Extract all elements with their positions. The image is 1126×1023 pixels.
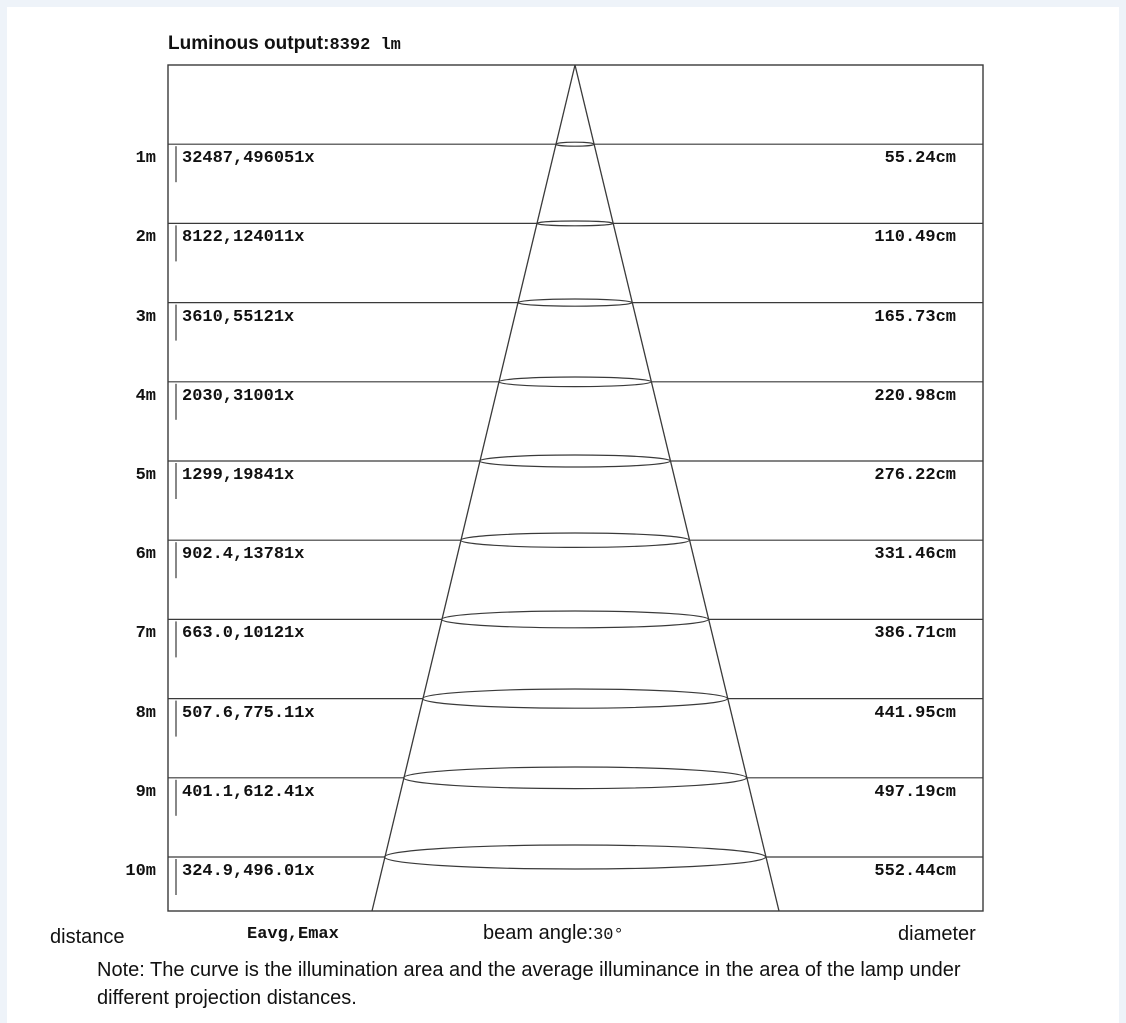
distance-label: 10m <box>125 862 156 881</box>
diameter-value: 552.44cm <box>874 862 956 881</box>
distance-axis-label: distance <box>50 926 125 948</box>
beam-ellipse <box>460 532 690 549</box>
beam-ellipse <box>479 454 671 468</box>
distance-label: 7m <box>135 624 156 644</box>
illuminance-value: 401.1,612.41x <box>182 782 315 802</box>
illuminance-value: 507.6,775.11x <box>182 703 315 723</box>
distance-label: 1m <box>135 149 156 169</box>
luminous-output-title: Luminous output:8392 lm <box>168 33 401 55</box>
diameter-value: 386.71cm <box>874 624 956 644</box>
illuminance-value: 663.0,10121x <box>182 624 305 644</box>
beam-ellipse <box>536 220 614 227</box>
diameter-value: 276.22cm <box>874 466 956 485</box>
illuminance-value: 8122,124011x <box>182 228 305 248</box>
diameter-value: 497.19cm <box>874 782 956 802</box>
luminous-output-label: Luminous output: <box>168 33 330 54</box>
diameter-axis-label: diameter <box>898 923 976 945</box>
illuminance-value: 324.9,496.01x <box>182 862 315 881</box>
illuminance-value: 902.4,13781x <box>182 545 305 565</box>
beam-cone-left-edge <box>371 64 576 912</box>
beam-ellipse <box>555 141 595 147</box>
beam-angle-label: beam angle:30° <box>483 922 624 945</box>
illuminance-value: 1299,19841x <box>182 466 295 485</box>
luminous-output-value: 8392 lm <box>329 36 401 55</box>
diameter-value: 441.95cm <box>874 703 956 723</box>
beam-ellipse <box>498 376 652 388</box>
beam-ellipse <box>402 766 748 790</box>
beam-ellipse <box>383 844 767 870</box>
distance-label: 9m <box>135 782 156 802</box>
diameter-value: 220.98cm <box>874 386 956 406</box>
illuminance-value: 3610,55121x <box>182 307 295 327</box>
distance-label: 3m <box>135 307 156 327</box>
illuminance-value: 2030,31001x <box>182 386 295 406</box>
diameter-value: 331.46cm <box>874 545 956 565</box>
diameter-value: 110.49cm <box>874 228 956 248</box>
distance-label: 4m <box>135 386 156 406</box>
distance-label: 6m <box>135 545 156 565</box>
distance-label: 5m <box>135 466 156 485</box>
diagram-sheet <box>7 7 1119 1023</box>
beam-ellipse <box>421 688 729 709</box>
diameter-value: 165.73cm <box>874 307 956 327</box>
beam-angle-text: beam angle: <box>483 922 594 944</box>
distance-label: 2m <box>135 228 156 248</box>
illuminance-axis-label: Eavg,Emax <box>247 925 339 944</box>
illuminance-value: 32487,496051x <box>182 149 315 169</box>
beam-ellipse <box>517 298 633 307</box>
distance-label: 8m <box>135 703 156 723</box>
diameter-value: 55.24cm <box>884 149 956 169</box>
beam-ellipse <box>441 610 709 629</box>
note-text: Note: The curve is the illumination area… <box>97 959 961 1009</box>
beam-cone-right-edge <box>574 64 780 912</box>
beam-angle-value: 30° <box>593 926 624 945</box>
